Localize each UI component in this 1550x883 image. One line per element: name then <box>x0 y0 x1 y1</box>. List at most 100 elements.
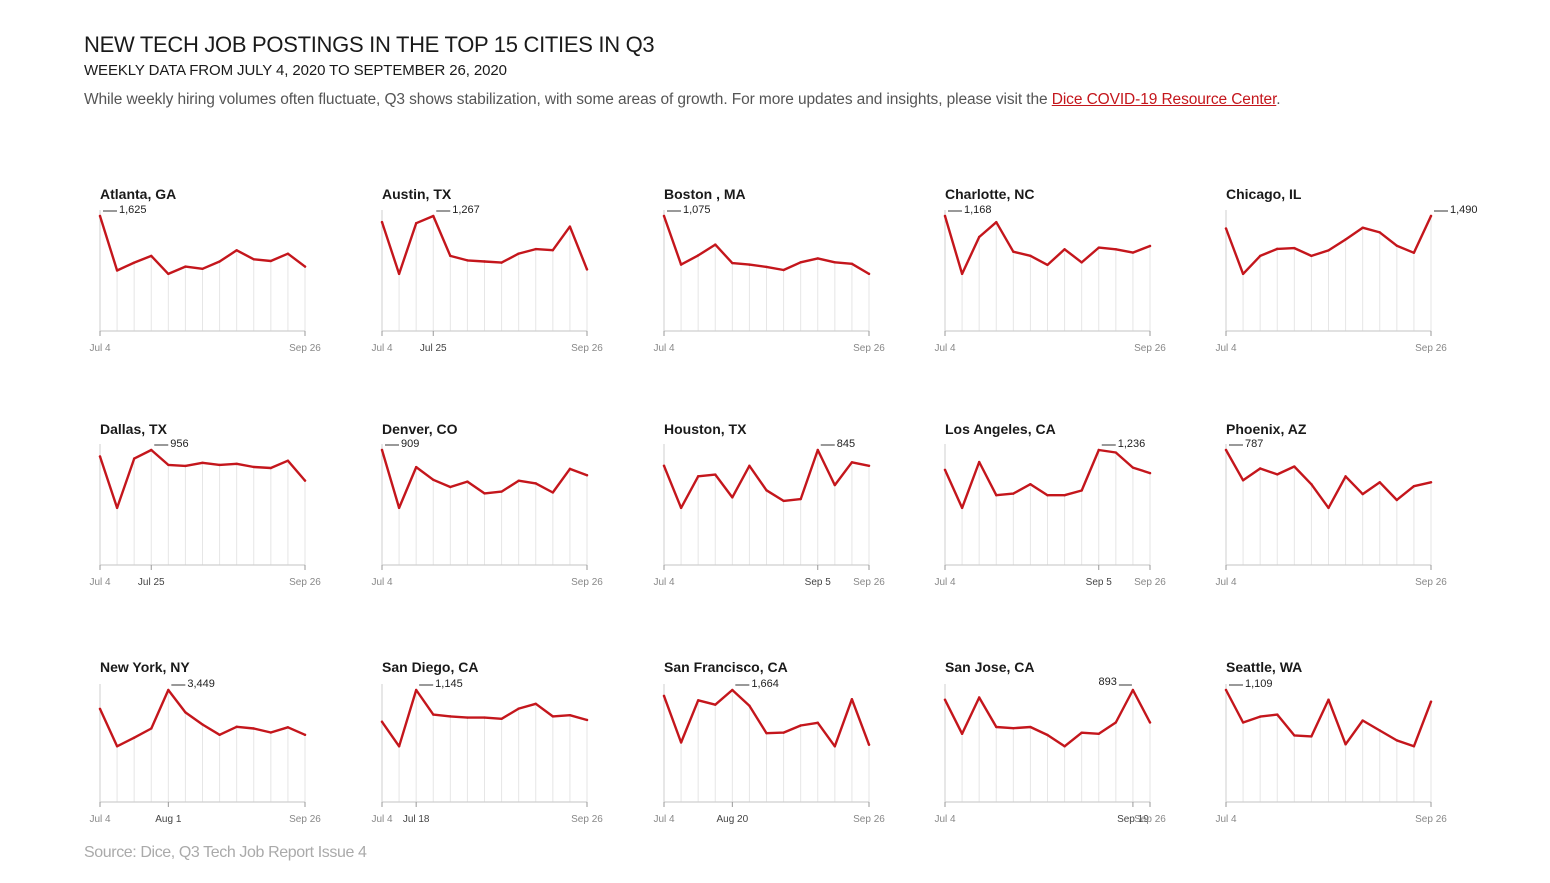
data-point <box>235 249 238 252</box>
value-label: 1,109 <box>1245 678 1273 690</box>
data-point <box>1378 481 1381 484</box>
x-tick-label: Sep 26 <box>853 343 885 354</box>
data-point <box>517 252 520 255</box>
series-line-boston-ma <box>662 214 871 276</box>
data-point <box>1412 485 1416 488</box>
data-point <box>269 466 273 470</box>
data-point <box>1395 739 1399 742</box>
data-point <box>1258 254 1262 258</box>
data-point <box>1429 214 1433 218</box>
data-point <box>466 480 469 483</box>
source-note: Source: Dice, Q3 Tech Job Report Issue 4 <box>84 844 367 861</box>
data-point <box>534 482 537 485</box>
data-point <box>867 464 871 467</box>
data-point <box>833 745 837 748</box>
data-point <box>960 732 964 736</box>
x-tick-label: Jul 18 <box>403 814 430 825</box>
data-point <box>1344 743 1347 746</box>
x-tick-label: Jul 4 <box>89 577 111 588</box>
data-point <box>977 696 981 699</box>
value-label: 956 <box>170 438 188 450</box>
chart-dallas-tx: Dallas, TX Jul 4 Jul 25 Sep 26 956 <box>89 421 321 588</box>
data-point <box>414 688 418 692</box>
data-point <box>1310 483 1313 486</box>
data-point <box>184 265 187 268</box>
data-point <box>714 473 717 476</box>
chart-title-los-angeles-ca: Los Angeles, CA <box>945 421 1056 437</box>
data-point <box>1080 489 1083 492</box>
chart-atlanta-ga: Atlanta, GA Jul 4 Sep 26 1,625 <box>89 186 321 354</box>
data-point <box>303 479 307 482</box>
data-point <box>1241 272 1245 276</box>
data-point <box>466 716 469 719</box>
data-point <box>679 506 683 510</box>
x-tick-label: Jul 4 <box>1215 343 1237 354</box>
data-point <box>995 494 998 497</box>
data-point <box>218 463 221 467</box>
chart-title-houston-tx: Houston, TX <box>664 421 747 437</box>
x-tick-label: Sep 26 <box>1134 814 1166 825</box>
data-point <box>585 474 589 477</box>
x-tick-label: Jul 25 <box>420 343 447 354</box>
data-point <box>1080 261 1083 264</box>
data-point <box>303 265 307 268</box>
chart-title-san-diego-ca: San Diego, CA <box>382 659 478 675</box>
data-point <box>1029 482 1032 486</box>
data-point <box>551 715 555 718</box>
data-point <box>1258 467 1262 470</box>
header: NEW TECH JOB POSTINGS IN THE TOP 15 CITI… <box>84 32 1490 109</box>
value-label: 845 <box>837 438 855 450</box>
data-point <box>748 464 751 467</box>
data-point <box>731 688 734 692</box>
data-point <box>850 461 854 464</box>
data-point <box>98 214 102 218</box>
data-point <box>132 736 136 739</box>
data-point <box>167 688 170 692</box>
data-point <box>1012 726 1015 730</box>
x-tick-label: Sep 26 <box>1134 577 1166 588</box>
data-point <box>782 268 785 272</box>
data-point <box>585 718 589 722</box>
x-tick-label: Sep 26 <box>289 814 321 825</box>
data-point <box>568 467 572 471</box>
data-point <box>799 497 802 501</box>
x-tick-label: Jul 4 <box>89 814 111 825</box>
intro-end: . <box>1276 91 1281 108</box>
x-tick-label: Jul 4 <box>1215 814 1237 825</box>
data-point <box>696 699 700 702</box>
data-point <box>850 262 854 266</box>
data-point <box>943 468 947 472</box>
data-point <box>432 713 435 716</box>
resource-center-link[interactable]: Dice COVID-19 Resource Center <box>1051 91 1277 108</box>
data-point <box>483 492 486 495</box>
page-title: NEW TECH JOB POSTINGS IN THE TOP 15 CITI… <box>84 32 655 57</box>
data-point <box>765 731 768 735</box>
x-tick-label: Jul 4 <box>934 343 956 354</box>
chart-new-york-ny: New York, NY Jul 4 Aug 1 Sep 26 3,449 <box>89 659 321 825</box>
data-point <box>115 506 119 510</box>
chart-austin-tx: Austin, TX Jul 4 Jul 25 Sep 26 1,267 <box>371 186 603 354</box>
data-point <box>184 464 187 468</box>
data-point <box>679 741 683 744</box>
data-point <box>483 716 486 719</box>
chart-los-angeles-ca: Los Angeles, CA Jul 4 Sep 5 Sep 26 1,236 <box>934 421 1166 588</box>
data-point <box>167 272 170 276</box>
chart-title-boston-ma: Boston , MA <box>664 186 746 202</box>
data-point <box>1097 448 1100 452</box>
data-point <box>1327 506 1330 510</box>
value-label: 787 <box>1245 438 1263 450</box>
x-tick-label: Jul 4 <box>934 577 956 588</box>
value-label: 1,236 <box>1118 438 1146 450</box>
data-point <box>1293 734 1296 737</box>
data-point <box>679 263 683 266</box>
data-point <box>799 724 802 727</box>
chart-title-atlanta-ga: Atlanta, GA <box>100 186 176 202</box>
data-point <box>517 479 520 482</box>
data-point <box>534 702 537 705</box>
x-tick-label: Aug 1 <box>155 814 182 825</box>
data-point <box>449 715 452 718</box>
data-point <box>218 733 221 737</box>
x-tick-label: Sep 26 <box>1415 814 1447 825</box>
data-point <box>1412 251 1416 254</box>
